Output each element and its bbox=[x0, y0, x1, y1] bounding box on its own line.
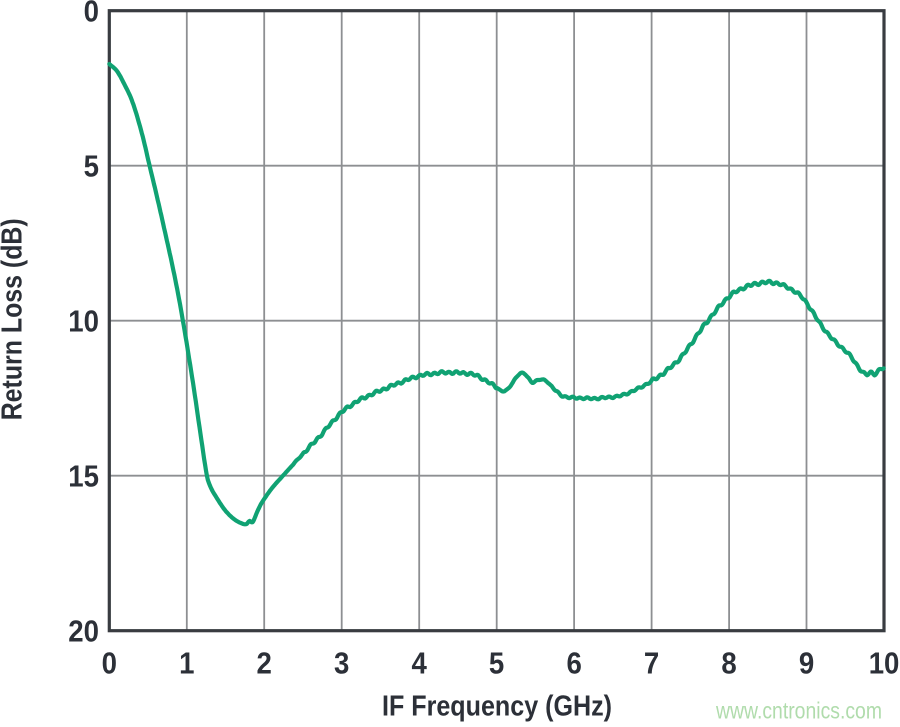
svg-text:0: 0 bbox=[84, 0, 99, 29]
svg-text:IF Frequency (GHz): IF Frequency (GHz) bbox=[382, 691, 612, 723]
svg-text:3: 3 bbox=[334, 646, 349, 681]
svg-text:Return Loss (dB): Return Loss (dB) bbox=[0, 218, 29, 420]
svg-text:10: 10 bbox=[68, 304, 99, 339]
svg-text:0: 0 bbox=[102, 646, 117, 681]
svg-text:20: 20 bbox=[68, 614, 99, 649]
svg-text:www.cntronics.com: www.cntronics.com bbox=[715, 698, 882, 724]
svg-text:7: 7 bbox=[644, 646, 659, 681]
svg-text:6: 6 bbox=[566, 646, 581, 681]
svg-text:9: 9 bbox=[799, 646, 814, 681]
svg-text:5: 5 bbox=[489, 646, 504, 681]
svg-text:4: 4 bbox=[412, 646, 428, 681]
svg-text:1: 1 bbox=[179, 646, 194, 681]
svg-text:15: 15 bbox=[68, 459, 99, 494]
svg-text:10: 10 bbox=[869, 646, 900, 681]
svg-text:8: 8 bbox=[721, 646, 736, 681]
svg-text:5: 5 bbox=[84, 149, 99, 184]
svg-text:2: 2 bbox=[257, 646, 272, 681]
